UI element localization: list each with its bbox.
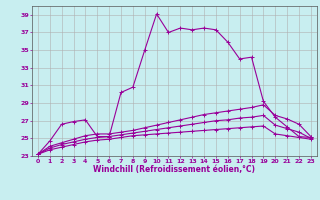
X-axis label: Windchill (Refroidissement éolien,°C): Windchill (Refroidissement éolien,°C) [93,165,255,174]
